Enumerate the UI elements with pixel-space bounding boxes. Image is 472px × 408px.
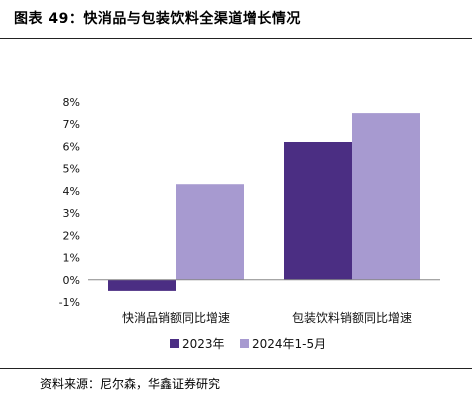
y-axis: 8% 7% 6% 5% 4% 3% 2% 1% 0% -1% [59, 96, 80, 309]
source-note: 资料来源：尼尔森，华鑫证券研究 [40, 377, 221, 391]
y-tick-label: 7% [63, 118, 80, 131]
legend-label: 2023年 [182, 337, 225, 351]
chart-title: 图表 49：快消品与包装饮料全渠道增长情况 [14, 11, 301, 27]
bar-series-1 [284, 142, 352, 280]
y-tick-label: -1% [59, 296, 80, 309]
source-divider [0, 368, 472, 369]
x-axis-labels: 快消品销额同比增速 包装饮料销额同比增速 [122, 311, 412, 325]
bar-series-1 [108, 279, 176, 291]
legend-label: 2024年1-5月 [252, 337, 326, 351]
y-tick-label: 4% [63, 185, 80, 198]
bars [108, 113, 420, 291]
y-tick-label: 3% [63, 207, 80, 220]
x-category-label: 包装饮料销额同比增速 [292, 311, 412, 325]
bar-series-2 [352, 113, 420, 280]
legend-swatch [170, 339, 179, 348]
legend-swatch [240, 339, 249, 348]
title-divider [0, 38, 472, 39]
y-tick-label: 0% [63, 274, 80, 287]
y-tick-label: 2% [63, 229, 80, 242]
bar-series-2 [176, 184, 244, 280]
y-tick-label: 1% [63, 252, 80, 265]
x-category-label: 快消品销额同比增速 [122, 311, 230, 325]
y-tick-label: 6% [63, 140, 80, 153]
y-tick-label: 8% [63, 96, 80, 109]
bar-chart: 8% 7% 6% 5% 4% 3% 2% 1% 0% -1% 快消品销额同比增速 包装饮料销额同比增… [59, 96, 440, 351]
legend: 2023年 2024年1-5月 [170, 337, 326, 351]
y-tick-label: 5% [63, 163, 80, 176]
